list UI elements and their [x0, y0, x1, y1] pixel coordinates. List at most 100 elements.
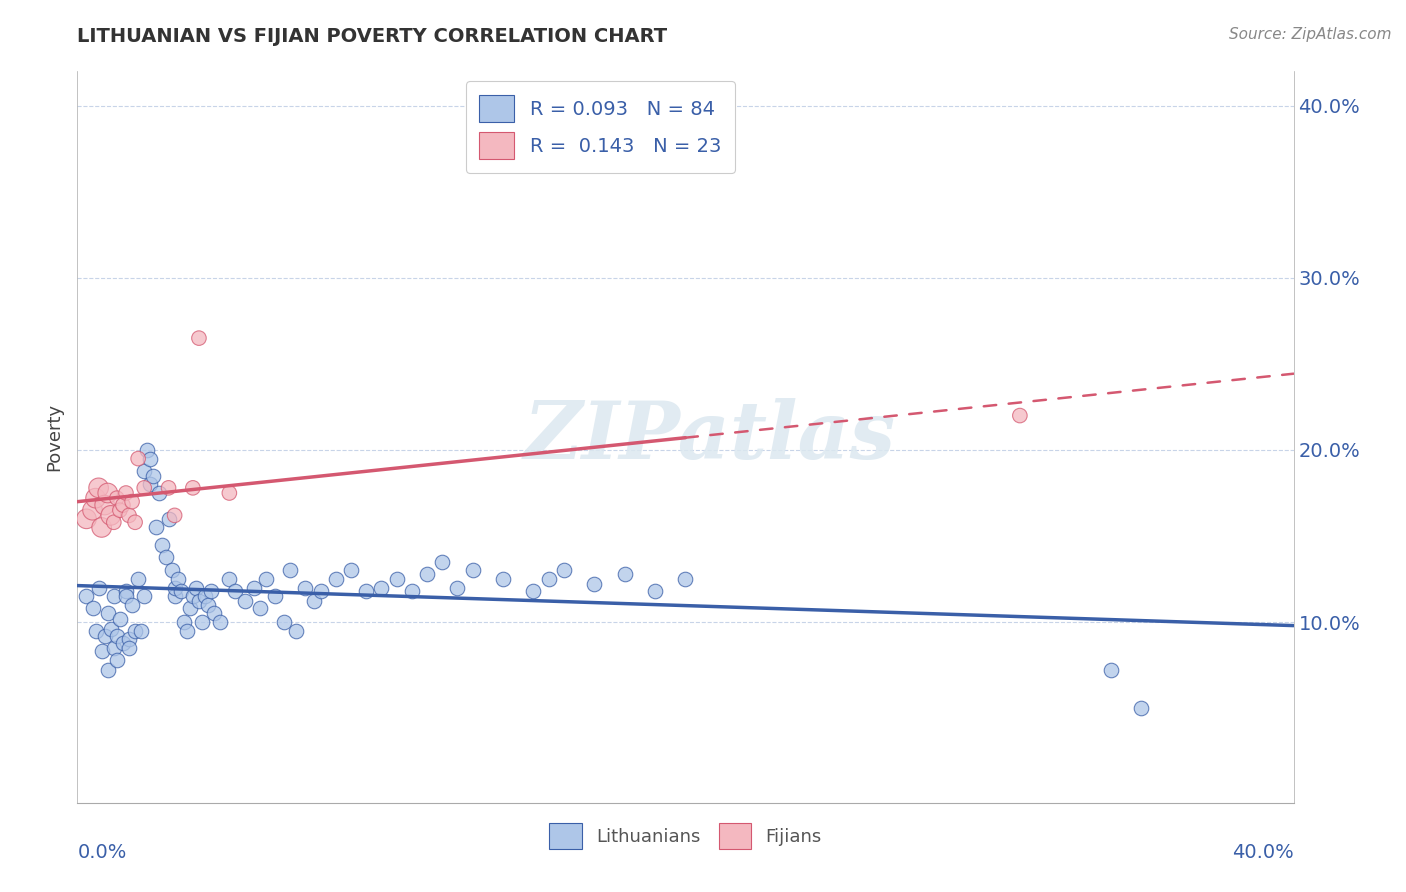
Point	[179, 601, 201, 615]
Point	[163, 589, 186, 603]
Point	[127, 451, 149, 466]
Point	[254, 572, 277, 586]
Point	[108, 612, 131, 626]
Point	[87, 481, 110, 495]
Point	[181, 589, 204, 603]
Point	[675, 572, 697, 586]
Point	[139, 451, 162, 466]
Point	[145, 520, 167, 534]
Point	[142, 468, 165, 483]
Point	[97, 486, 120, 500]
Point	[273, 615, 295, 629]
Point	[553, 564, 575, 578]
Point	[134, 464, 156, 478]
Point	[1099, 663, 1122, 677]
Point	[105, 629, 128, 643]
Point	[522, 584, 544, 599]
Point	[173, 615, 195, 629]
Point	[139, 477, 162, 491]
Text: 40.0%: 40.0%	[1232, 843, 1294, 862]
Text: 0.0%: 0.0%	[77, 843, 127, 862]
Point	[1130, 701, 1153, 715]
Point	[218, 486, 240, 500]
Point	[202, 607, 225, 621]
Point	[191, 615, 214, 629]
Point	[84, 624, 107, 638]
Point	[218, 572, 240, 586]
Point	[87, 581, 110, 595]
Point	[401, 584, 423, 599]
Point	[75, 589, 97, 603]
Point	[264, 589, 287, 603]
Point	[134, 481, 156, 495]
Point	[111, 636, 134, 650]
Point	[108, 503, 131, 517]
Point	[340, 564, 363, 578]
Point	[155, 549, 177, 564]
Point	[170, 584, 193, 599]
Point	[148, 486, 170, 500]
Point	[583, 577, 606, 591]
Point	[134, 589, 156, 603]
Legend: Lithuanians, Fijians: Lithuanians, Fijians	[541, 816, 830, 856]
Point	[118, 640, 141, 655]
Point	[194, 589, 217, 603]
Point	[461, 564, 484, 578]
Point	[121, 598, 143, 612]
Point	[100, 622, 122, 636]
Point	[75, 512, 97, 526]
Point	[249, 601, 271, 615]
Point	[111, 498, 134, 512]
Point	[278, 564, 301, 578]
Point	[644, 584, 666, 599]
Point	[209, 615, 232, 629]
Point	[124, 516, 146, 530]
Text: LITHUANIAN VS FIJIAN POVERTY CORRELATION CHART: LITHUANIAN VS FIJIAN POVERTY CORRELATION…	[77, 27, 668, 45]
Point	[160, 564, 183, 578]
Point	[115, 584, 138, 599]
Point	[82, 503, 104, 517]
Point	[97, 663, 120, 677]
Point	[200, 584, 222, 599]
Point	[97, 607, 120, 621]
Point	[93, 498, 115, 512]
Point	[188, 331, 211, 345]
Point	[285, 624, 308, 638]
Point	[1008, 409, 1031, 423]
Text: ZIPatlas: ZIPatlas	[523, 399, 896, 475]
Point	[242, 581, 264, 595]
Point	[136, 442, 159, 457]
Point	[163, 508, 186, 523]
Point	[184, 581, 207, 595]
Point	[370, 581, 392, 595]
Point	[537, 572, 560, 586]
Point	[304, 594, 326, 608]
Point	[166, 572, 188, 586]
Point	[181, 481, 204, 495]
Point	[129, 624, 152, 638]
Point	[157, 512, 180, 526]
Point	[446, 581, 468, 595]
Point	[124, 624, 146, 638]
Point	[93, 629, 115, 643]
Point	[118, 632, 141, 647]
Point	[118, 508, 141, 523]
Point	[325, 572, 347, 586]
Point	[121, 494, 143, 508]
Text: Source: ZipAtlas.com: Source: ZipAtlas.com	[1229, 27, 1392, 42]
Point	[157, 481, 180, 495]
Point	[163, 581, 186, 595]
Point	[492, 572, 515, 586]
Point	[84, 491, 107, 505]
Point	[416, 566, 439, 581]
Point	[100, 508, 122, 523]
Point	[309, 584, 332, 599]
Y-axis label: Poverty: Poverty	[45, 403, 63, 471]
Point	[354, 584, 377, 599]
Point	[176, 624, 198, 638]
Point	[613, 566, 636, 581]
Point	[103, 589, 125, 603]
Point	[103, 640, 125, 655]
Point	[103, 516, 125, 530]
Point	[385, 572, 408, 586]
